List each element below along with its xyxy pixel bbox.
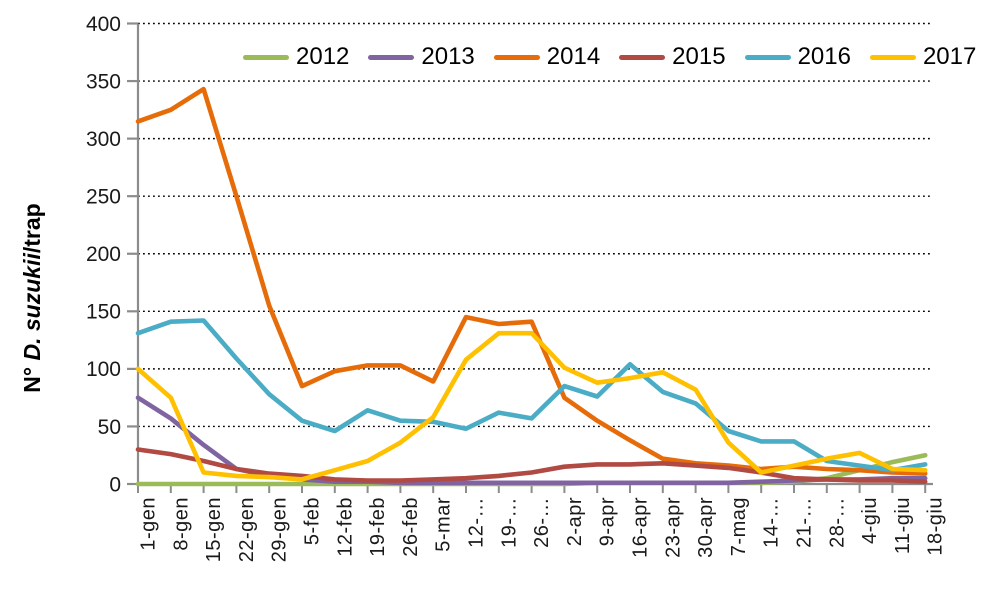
y-tick-label-300: 300 [86,128,121,151]
y-axis-ticks: 0 50 100 150 200 250 300 350 400 [86,13,138,496]
x-tick-label-5-feb: 5-feb [302,497,324,545]
y-tick-label-100: 100 [86,358,121,381]
legend-swatch-2016-icon [744,54,791,60]
legend-item-2012: 2012 [243,45,349,69]
legend-swatch-2015-icon [619,54,666,60]
x-tick-label-29-gen: 29-gen [269,497,291,562]
legend-label-2016: 2016 [797,43,851,70]
legend-label-2015: 2015 [672,43,726,70]
y-tick-label-350: 350 [86,70,121,93]
legend-label-2012: 2012 [296,43,350,70]
x-tick-label-19-feb: 19-feb [367,497,389,557]
y-tick-label-0: 0 [109,473,121,496]
x-tick-label-30-apr: 30-apr [695,497,717,558]
legend-label-2013: 2013 [421,43,475,70]
series-line-2016 [135,318,928,473]
legend-swatch-2014-icon [493,54,540,60]
legend: 2012 2013 2014 2015 2016 2017 [243,45,976,69]
x-tick-label-22-gen: 22-gen [236,497,258,562]
x-axis-ticks: 1-gen 8-gen 15-gen 22-gen 29-gen 5-feb 12-feb 1… [137,484,947,562]
y-tick-label-150: 150 [86,301,121,324]
legend-label-2017: 2017 [922,43,977,70]
x-tick-label-1-gen: 1-gen [138,497,160,551]
x-tick-label-28-…: 28-… [826,497,848,548]
legend-swatch-2013-icon [368,54,415,60]
x-tick-label-26-feb: 26-feb [400,497,422,557]
x-tick-label-18-giu: 18-giu [925,497,947,556]
series-line-2015 [135,447,928,485]
legend-item-2016: 2016 [744,43,851,70]
x-tick-label-16-apr: 16-apr [630,497,652,558]
series-line-2017 [135,330,928,482]
x-tick-label-4-giu: 4-giu [859,497,881,544]
y-tick-label-50: 50 [98,416,121,439]
x-tick-label-15-gen: 15-gen [203,497,225,562]
x-tick-label-23-apr: 23-apr [662,497,684,558]
legend-item-2015: 2015 [619,43,726,70]
y-axis-title-prefix: N° [19,360,45,393]
x-tick-label-7-mag: 7-mag [728,497,750,556]
x-tick-label-9-apr: 9-apr [597,497,619,546]
x-tick-label-11-giu: 11-giu [892,497,914,554]
legend-item-2014: 2014 [493,43,601,70]
x-tick-label-14-…: 14-… [761,497,783,548]
x-tick-label-5-mar: 5-mar [433,497,455,552]
y-tick-label-250: 250 [86,186,121,209]
y-tick-label-400: 400 [86,13,121,36]
legend-label-2014: 2014 [546,43,601,70]
y-axis-title-suffix: /trap [19,203,45,254]
x-tick-label-26-…: 26-… [531,497,553,548]
legend-item-2013: 2013 [368,43,475,70]
x-tick-label-19-…: 19-… [498,497,520,548]
x-tick-label-21-…: 21-… [794,497,816,548]
x-tick-label-8-gen: 8-gen [170,497,192,551]
series-lines [135,86,928,487]
y-axis-title-species: D. suzukii [19,253,45,361]
x-tick-label-2-apr: 2-apr [564,497,586,546]
x-tick-label-12-…: 12-… [466,497,488,548]
legend-swatch-2017-icon [869,54,916,60]
legend-swatch-2012-icon [243,54,289,60]
x-tick-label-12-feb: 12-feb [334,497,356,557]
y-tick-label-200: 200 [86,243,121,266]
legend-item-2017: 2017 [869,43,977,70]
gridlines [138,22,933,428]
y-axis-title: N° D. suzukii/trap [19,163,53,433]
